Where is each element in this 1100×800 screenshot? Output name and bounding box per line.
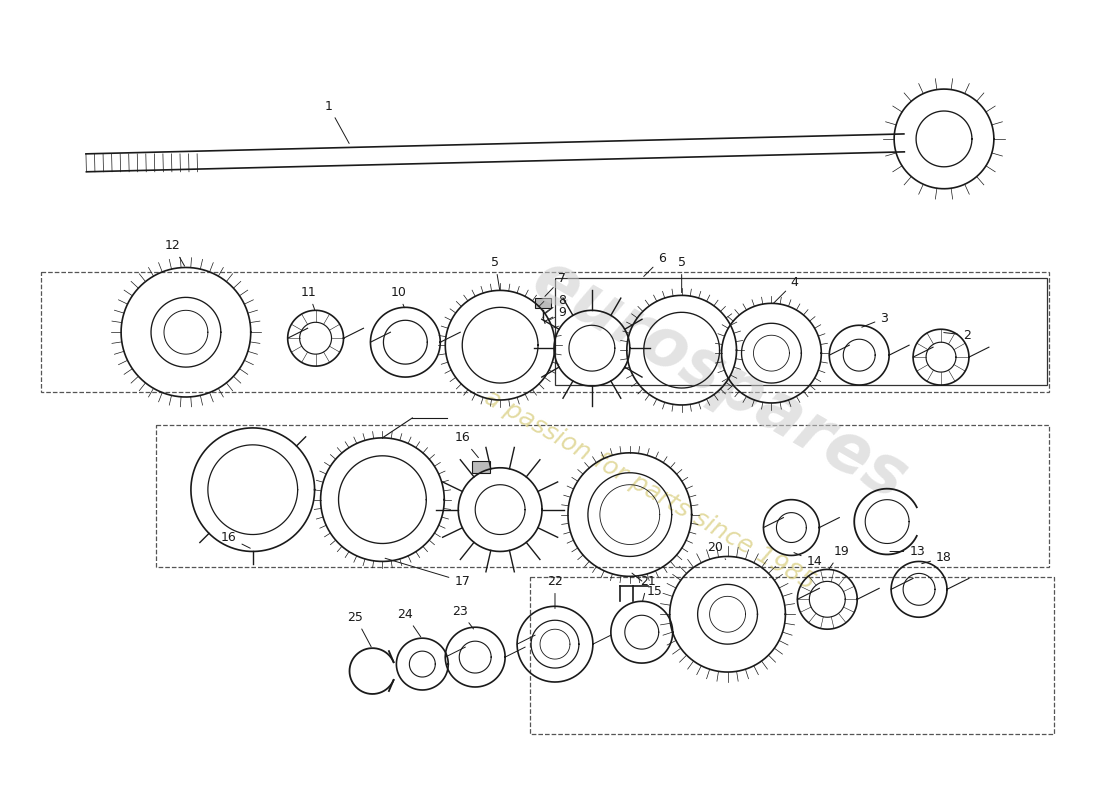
Text: 18: 18: [922, 551, 952, 564]
Bar: [535, 298, 551, 308]
Text: 8: 8: [546, 294, 566, 314]
Text: 25: 25: [348, 610, 371, 646]
Text: 20: 20: [706, 541, 726, 559]
Text: 4: 4: [773, 276, 799, 303]
Text: 13: 13: [890, 545, 925, 558]
Text: 10: 10: [390, 286, 406, 308]
Bar: [472, 461, 491, 473]
Text: 22: 22: [547, 575, 563, 609]
Text: 23: 23: [452, 605, 473, 629]
Text: 14: 14: [794, 553, 822, 568]
Text: 3: 3: [861, 312, 888, 327]
Text: 5: 5: [678, 256, 685, 293]
Text: 16: 16: [454, 431, 478, 458]
Text: 7: 7: [544, 272, 566, 296]
Text: 17: 17: [385, 558, 470, 588]
Text: 19: 19: [829, 545, 849, 569]
Text: a passion for parts since 1985: a passion for parts since 1985: [481, 385, 820, 594]
Text: 2: 2: [944, 329, 971, 342]
Text: 1: 1: [324, 99, 349, 143]
Text: 24: 24: [397, 608, 421, 637]
Text: eurospares: eurospares: [520, 246, 918, 514]
Text: 9: 9: [546, 306, 565, 321]
Text: 16: 16: [221, 531, 251, 548]
Text: 15: 15: [632, 573, 662, 598]
Text: 6: 6: [644, 252, 666, 277]
Text: 21: 21: [640, 575, 656, 602]
Text: 11: 11: [300, 286, 317, 310]
Text: 12: 12: [165, 239, 185, 266]
Text: 5: 5: [491, 256, 499, 290]
